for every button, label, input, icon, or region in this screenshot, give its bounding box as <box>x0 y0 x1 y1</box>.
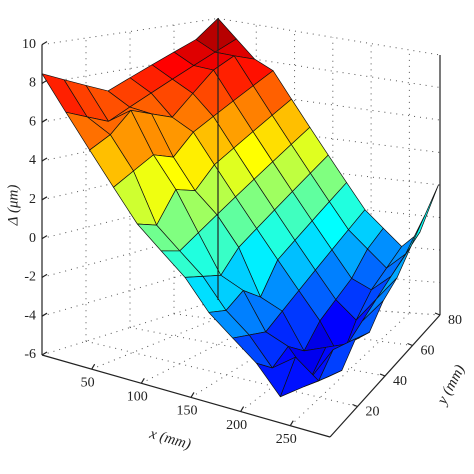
x-tick <box>289 420 294 426</box>
x-tick-label: 150 <box>176 404 197 419</box>
z-tick-label: 0 <box>29 231 36 246</box>
z-tick <box>41 273 48 278</box>
z-tick <box>41 79 48 84</box>
y-tick <box>352 403 358 408</box>
y-tick <box>434 312 441 316</box>
z-tick-label: 8 <box>29 76 36 91</box>
y-tick-label: 40 <box>393 374 407 389</box>
z-tick-label: -4 <box>24 308 36 323</box>
x-tick-label: 100 <box>127 389 148 404</box>
y-tick-label: 80 <box>448 313 462 328</box>
z-grid-line <box>41 229 219 278</box>
x-tick-label: 250 <box>276 432 297 447</box>
z-grid-line <box>217 17 441 56</box>
z-tick <box>41 118 48 123</box>
z-tick <box>41 157 48 162</box>
z-grid-line <box>217 123 441 153</box>
y-tick <box>379 373 386 377</box>
x-axis-title: x (mm) <box>147 426 193 453</box>
z-tick <box>41 351 48 356</box>
surface-layer <box>41 18 439 398</box>
z-tick-label: -6 <box>24 347 36 362</box>
x-tick-label: 200 <box>226 418 247 433</box>
x-tick-label: 50 <box>81 375 95 390</box>
x-axis <box>41 354 331 438</box>
z-tick <box>41 235 48 240</box>
z-grid-line <box>41 193 219 240</box>
z-grid-line <box>41 299 219 356</box>
z-tick-label: 6 <box>29 114 36 129</box>
y-tick-label: 60 <box>421 344 435 359</box>
z-grid-line <box>217 158 441 186</box>
x-tick <box>140 377 145 384</box>
y-axis-title: y (mm) <box>434 362 469 408</box>
z-tick-label: 10 <box>22 37 36 52</box>
x-tick <box>240 406 245 412</box>
z-grid-line <box>41 264 219 317</box>
z-tick <box>41 196 48 201</box>
axes-layer: -6 -4 -2 0 2 4 6 8 10 50 100 150 200 250 20 40 60 80 <box>22 18 462 447</box>
z-grid-line <box>217 88 441 121</box>
x-tick <box>91 363 96 370</box>
z-tick <box>41 41 48 46</box>
z-tick-label: -2 <box>24 270 36 285</box>
y-tick <box>407 342 413 347</box>
z-tick-label: 2 <box>29 192 36 207</box>
y-tick-label: 20 <box>366 405 380 420</box>
z-tick-label: 4 <box>29 153 36 168</box>
x-tick <box>190 392 195 398</box>
z-tick <box>41 312 48 317</box>
z-axis-title: Δ (μm) <box>5 185 21 227</box>
surface-cell <box>303 370 343 387</box>
